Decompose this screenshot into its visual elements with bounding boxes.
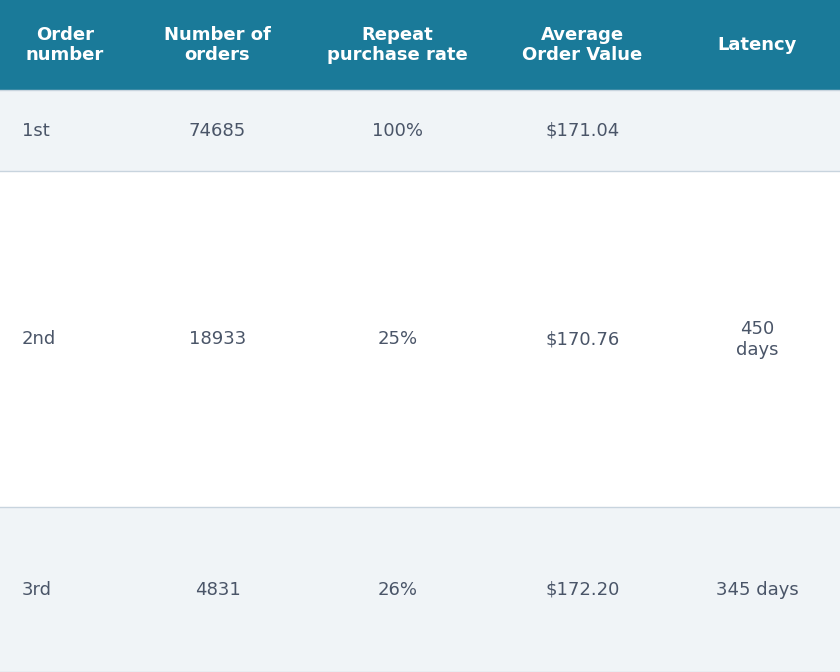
Text: 25%: 25% [377,330,417,348]
Bar [0,90,840,171]
Bar [0,171,840,507]
Text: Latency: Latency [718,36,797,54]
Text: 100%: 100% [372,122,423,140]
Text: Average
Order Value: Average Order Value [522,26,643,65]
Text: Repeat
purchase rate: Repeat purchase rate [327,26,468,65]
Text: Order
number: Order number [26,26,104,65]
Text: 1st: 1st [22,122,50,140]
Text: 4831: 4831 [195,581,240,599]
Text: $172.20: $172.20 [545,581,620,599]
Text: $170.76: $170.76 [545,330,620,348]
Bar [0,0,840,90]
Text: 3rd: 3rd [22,581,52,599]
Text: Number of
orders: Number of orders [164,26,271,65]
Text: 450
days: 450 days [736,320,779,359]
Bar [0,507,840,672]
Text: 74685: 74685 [189,122,246,140]
Text: 18933: 18933 [189,330,246,348]
Text: 345 days: 345 days [717,581,799,599]
Text: 26%: 26% [377,581,417,599]
Text: $171.04: $171.04 [545,122,620,140]
Text: 2nd: 2nd [22,330,56,348]
